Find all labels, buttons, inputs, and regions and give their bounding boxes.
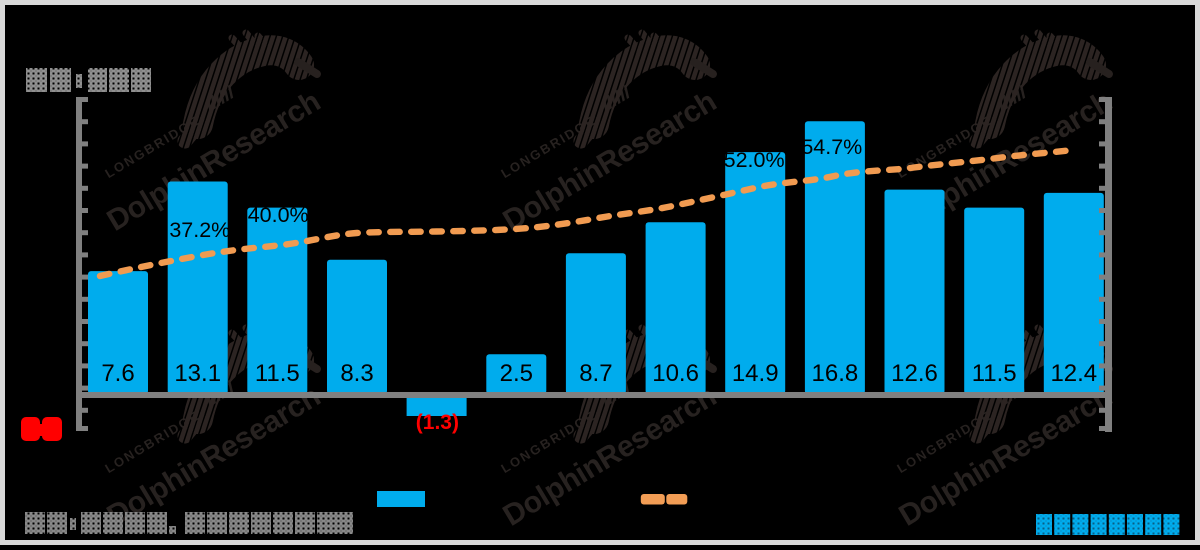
- svg-text:7.6: 7.6: [101, 360, 134, 387]
- svg-text:12.4: 12.4: [1050, 360, 1097, 387]
- svg-text:13.1: 13.1: [174, 360, 221, 387]
- svg-text:8.3: 8.3: [340, 360, 373, 387]
- svg-text:14.9: 14.9: [732, 360, 779, 387]
- svg-text:16.8: 16.8: [812, 360, 859, 387]
- svg-text:40.0%: 40.0%: [248, 203, 309, 227]
- svg-text:2.5: 2.5: [500, 360, 533, 387]
- svg-text:54.7%: 54.7%: [801, 135, 862, 159]
- svg-text:12.6: 12.6: [891, 360, 938, 387]
- svg-text:(1.3): (1.3): [416, 411, 459, 434]
- svg-text:11.5: 11.5: [972, 360, 1017, 387]
- svg-text:11.5: 11.5: [255, 360, 300, 387]
- svg-text:37.2%: 37.2%: [169, 218, 230, 242]
- svg-text:8.7: 8.7: [579, 360, 612, 387]
- svg-text:52.0%: 52.0%: [724, 148, 785, 172]
- svg-text:10.6: 10.6: [652, 360, 699, 387]
